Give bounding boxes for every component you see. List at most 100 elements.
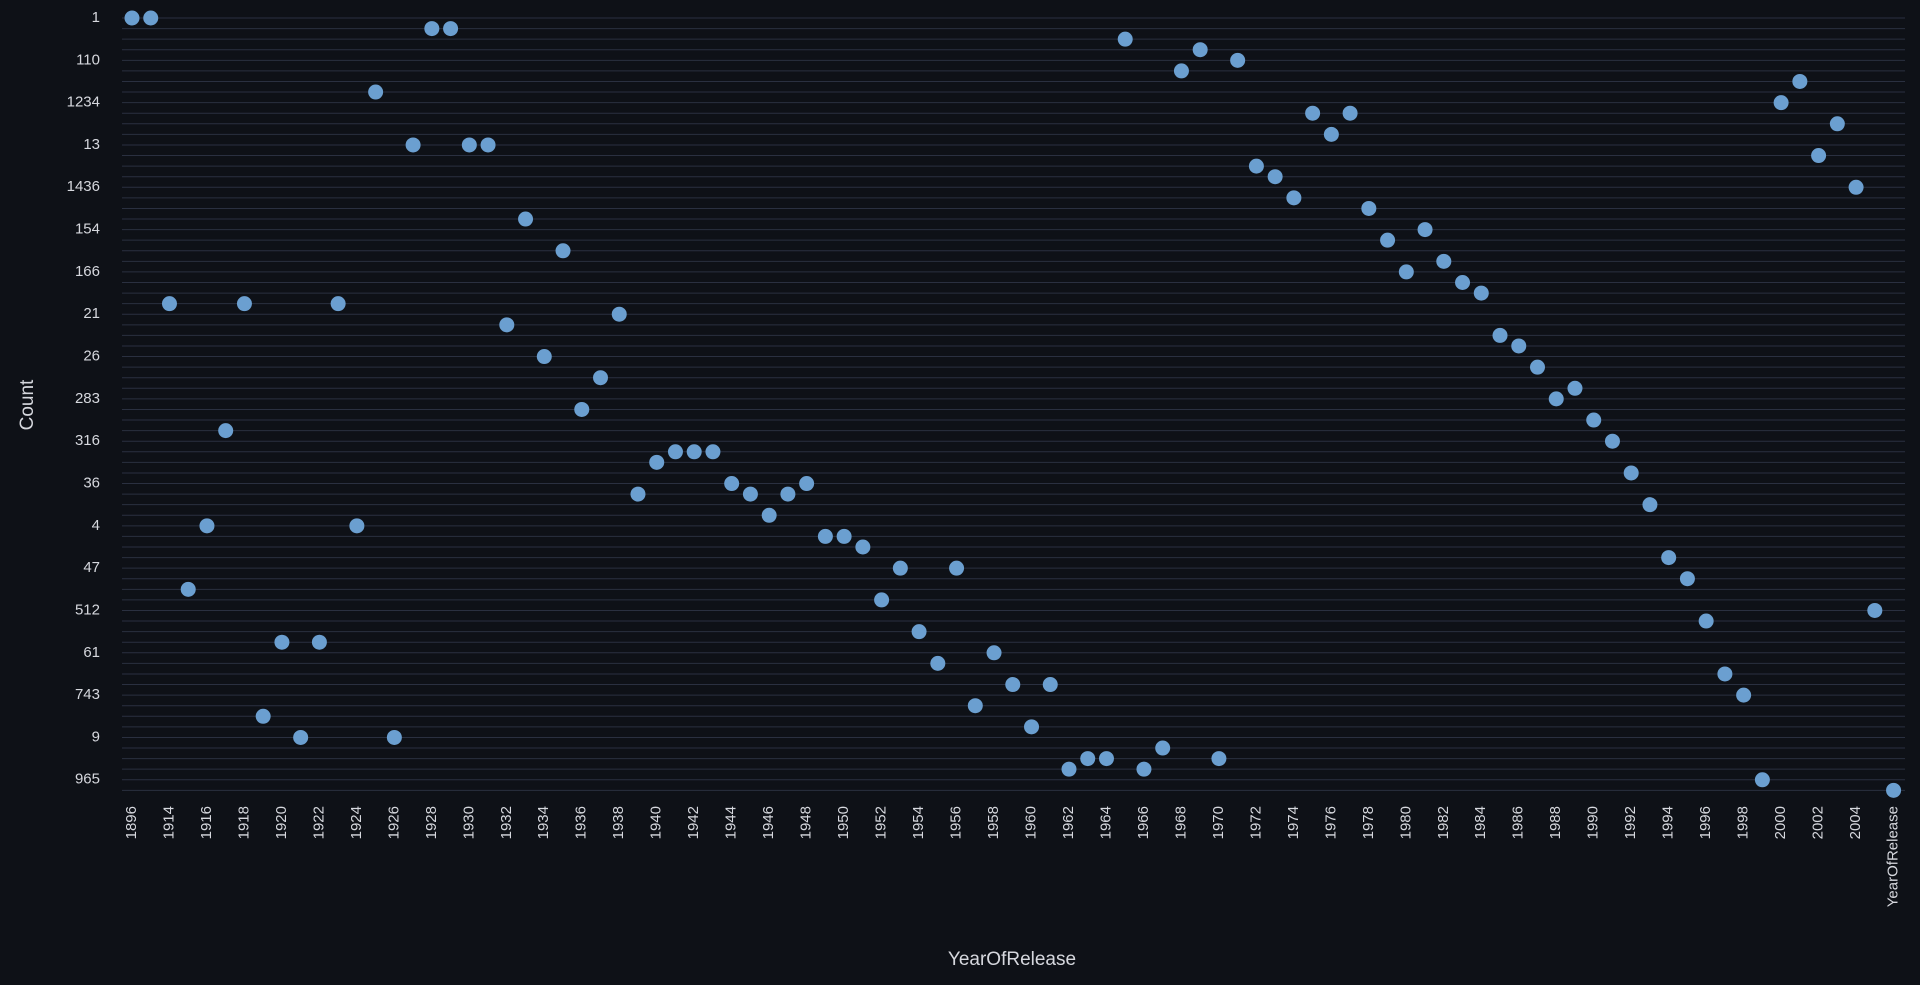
point (1623, 465, 1639, 481)
point (1080, 751, 1096, 767)
x-tick-label: 1964 (1097, 806, 1114, 839)
point (574, 401, 590, 417)
y-tick-label: 1234 (67, 94, 100, 111)
point (1398, 264, 1414, 280)
point (1136, 761, 1152, 777)
point (817, 528, 833, 544)
y-tick-label: 154 (75, 221, 100, 238)
point (799, 476, 815, 492)
point (930, 655, 946, 671)
x-tick-label: 1988 (1547, 806, 1564, 839)
point (124, 10, 140, 26)
point (1511, 338, 1527, 354)
point (349, 518, 365, 534)
x-tick-label: 1976 (1322, 806, 1339, 839)
y-tick-label: 47 (83, 559, 100, 576)
x-tick-label: YearOfRelease (1885, 806, 1902, 907)
point (180, 581, 196, 597)
point (1005, 677, 1021, 693)
x-tick-label: 1968 (1172, 806, 1189, 839)
point (1248, 158, 1264, 174)
x-tick-label: 1940 (648, 806, 665, 839)
point (911, 624, 927, 640)
y-tick-label: 61 (83, 644, 100, 661)
point (892, 560, 908, 576)
x-tick-label: 1938 (610, 806, 627, 839)
point (1042, 677, 1058, 693)
point (1492, 327, 1508, 343)
point (443, 21, 459, 37)
y-tick-label: 166 (75, 263, 100, 280)
x-tick-label: 2000 (1772, 806, 1789, 839)
y-tick-label: 316 (75, 432, 100, 449)
point (967, 698, 983, 714)
point (255, 708, 271, 724)
y-tick-label: 21 (83, 305, 100, 322)
point (368, 84, 384, 100)
y-tick-label: 26 (83, 348, 100, 365)
point (1192, 42, 1208, 58)
point (330, 296, 346, 312)
point (1886, 782, 1902, 798)
point (1754, 772, 1770, 788)
point (1380, 232, 1396, 248)
y-tick-label: 110 (76, 51, 100, 68)
point (1417, 222, 1433, 238)
point (630, 486, 646, 502)
point (1679, 571, 1695, 587)
point (1586, 412, 1602, 428)
y-tick-label: 512 (75, 601, 100, 618)
point (1773, 95, 1789, 111)
point (1323, 126, 1339, 142)
point (1717, 666, 1733, 682)
x-tick-label: 1962 (1060, 806, 1077, 839)
x-tick-label: 1944 (723, 806, 740, 839)
point (274, 634, 290, 650)
point (536, 349, 552, 365)
point (593, 370, 608, 386)
x-tick-label: 1948 (798, 806, 815, 839)
y-axis-label: Count (17, 379, 38, 430)
point (218, 423, 234, 439)
x-tick-label: 1986 (1510, 806, 1527, 839)
point (1098, 751, 1114, 767)
point (705, 444, 721, 460)
point (199, 518, 215, 534)
x-tick-label: 1982 (1435, 806, 1452, 839)
point (161, 296, 177, 312)
x-tick-label: 1972 (1247, 806, 1264, 839)
x-tick-label: 1990 (1585, 806, 1602, 839)
point (1792, 73, 1808, 89)
point (1211, 751, 1227, 767)
x-tick-label: 1920 (273, 806, 290, 839)
point (236, 296, 252, 312)
point (1436, 253, 1452, 269)
point (1061, 761, 1077, 777)
point (1230, 52, 1246, 68)
x-tick-label: 1996 (1697, 806, 1714, 839)
x-axis-label: YearOfRelease (948, 949, 1076, 970)
point (1342, 105, 1358, 121)
point (480, 137, 496, 153)
point (1698, 613, 1714, 629)
x-tick-label: 1936 (573, 806, 590, 839)
point (1867, 602, 1883, 618)
y-tick-label: 965 (75, 771, 100, 788)
point (949, 560, 965, 576)
x-tick-label: 1960 (1022, 806, 1039, 839)
point (1604, 433, 1620, 449)
x-tick-label: 1998 (1735, 806, 1752, 839)
point (1848, 179, 1864, 195)
x-tick-label: 1980 (1397, 806, 1414, 839)
point (1548, 391, 1564, 407)
point (780, 486, 796, 502)
x-tick-label: 1896 (123, 806, 140, 839)
y-tick-label: 283 (75, 390, 100, 407)
point (1829, 116, 1845, 132)
y-tick-label: 9 (92, 728, 100, 745)
point (836, 528, 852, 544)
y-tick-label: 1436 (67, 178, 100, 195)
point (1155, 740, 1171, 756)
x-tick-label: 1926 (385, 806, 402, 839)
